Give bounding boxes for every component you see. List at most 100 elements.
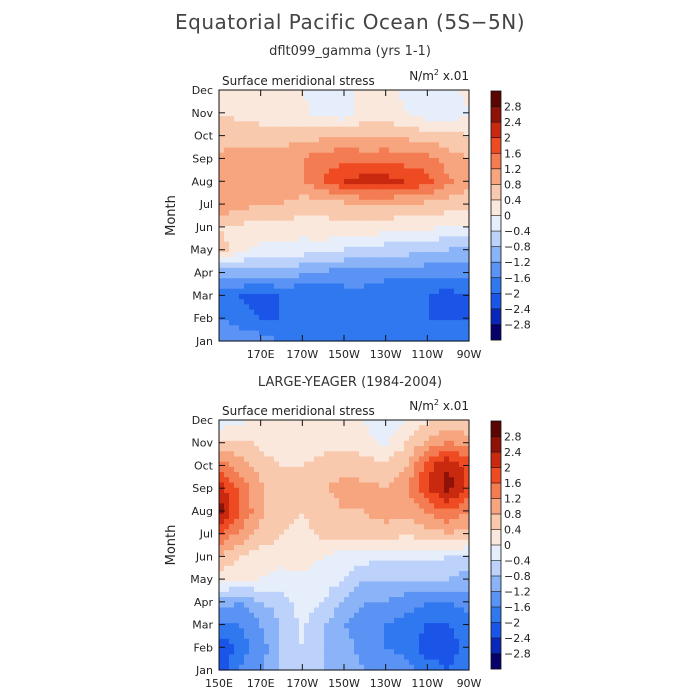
heatmap-cell (409, 278, 415, 285)
heatmap-cell (319, 498, 325, 504)
heatmap-cell (434, 638, 440, 645)
heatmap-cell (249, 184, 255, 190)
heatmap-cell (449, 430, 455, 437)
heatmap-cell (254, 638, 260, 645)
heatmap-cell (464, 649, 470, 655)
heatmap-cell (324, 126, 330, 133)
heatmap-cell (409, 602, 415, 609)
heatmap-cell (439, 524, 445, 530)
heatmap-cell (444, 252, 450, 258)
heatmap-cell (354, 236, 360, 243)
heatmap-cell (404, 602, 410, 609)
heatmap-cell (309, 576, 315, 583)
heatmap-cell (429, 623, 435, 629)
heatmap-cell (399, 529, 405, 536)
heatmap-cell (264, 466, 270, 473)
heatmap-cell (299, 487, 305, 494)
heatmap-cell (264, 602, 270, 609)
heatmap-cell (319, 100, 325, 107)
heatmap-cell (234, 643, 240, 650)
heatmap-cell (464, 529, 470, 536)
heatmap-cell (414, 518, 420, 525)
heatmap-cell (299, 623, 305, 629)
heatmap-cell (259, 466, 265, 473)
heatmap-cell (424, 252, 430, 258)
heatmap-cell (344, 157, 350, 164)
heatmap-cell (264, 184, 270, 190)
heatmap-cell (274, 638, 280, 645)
heatmap-cell (459, 461, 465, 468)
heatmap-cell (374, 617, 380, 624)
heatmap-cell (349, 638, 355, 645)
heatmap-cell (284, 586, 290, 593)
heatmap-cell (354, 241, 360, 248)
heatmap-cell (459, 116, 465, 122)
heatmap-cell (354, 550, 360, 557)
heatmap-cell (314, 157, 320, 164)
heatmap-cell (289, 173, 295, 180)
heatmap-cell (369, 278, 375, 285)
heatmap-cell (374, 461, 380, 468)
heatmap-cell (324, 446, 330, 452)
heatmap-cell (359, 90, 365, 96)
heatmap-cell (264, 288, 270, 295)
heatmap-cell (429, 225, 435, 232)
heatmap-cell (299, 330, 305, 337)
heatmap-cell (384, 173, 390, 180)
heatmap-cell (379, 95, 385, 102)
x-tick-label: 130W (370, 348, 402, 361)
heatmap-cell (274, 664, 280, 671)
heatmap-cell (374, 147, 380, 154)
heatmap-cell (279, 518, 285, 525)
heatmap-cell (389, 220, 395, 227)
heatmap-cell (389, 440, 395, 447)
colorbar-label: 2.8 (504, 431, 522, 444)
heatmap-cell (319, 126, 325, 133)
heatmap-cell (399, 314, 405, 321)
heatmap-cell (374, 440, 380, 447)
heatmap-cell (269, 241, 275, 248)
heatmap-cell (259, 534, 265, 541)
heatmap-cell (234, 252, 240, 258)
heatmap-cell (269, 278, 275, 285)
heatmap-cell (314, 178, 320, 185)
heatmap-cell (319, 461, 325, 468)
heatmap-cell (349, 184, 355, 190)
heatmap-cell (249, 189, 255, 196)
heatmap-cell (269, 571, 275, 577)
heatmap-cell (309, 215, 315, 222)
heatmap-cell (234, 215, 240, 222)
heatmap-cell (339, 628, 345, 635)
heatmap-cell (264, 173, 270, 180)
heatmap-cell (444, 518, 450, 525)
heatmap-cell (309, 420, 315, 426)
heatmap-cell (389, 320, 395, 326)
heatmap-cell (329, 664, 335, 671)
heatmap-cell (369, 628, 375, 635)
heatmap-cell (384, 95, 390, 102)
heatmap-cell (324, 257, 330, 264)
heatmap-cell (384, 591, 390, 598)
heatmap-cell (244, 466, 250, 473)
heatmap-cell (419, 472, 425, 478)
heatmap-cell (369, 220, 375, 227)
heatmap-cell (334, 581, 340, 588)
heatmap-cell (399, 508, 405, 515)
heatmap-cell (329, 524, 335, 530)
heatmap-cell (374, 267, 380, 274)
heatmap-cell (244, 241, 250, 248)
heatmap-cell (374, 539, 380, 546)
heatmap-cell (369, 420, 375, 426)
heatmap-cell (289, 215, 295, 222)
heatmap-cell (364, 194, 370, 201)
heatmap-cell (459, 314, 465, 321)
heatmap-cell (459, 565, 465, 572)
heatmap-cell (399, 252, 405, 258)
heatmap-cell (454, 466, 460, 473)
heatmap-cell (334, 267, 340, 274)
heatmap-cell (404, 194, 410, 201)
heatmap-cell (334, 131, 340, 138)
heatmap-cell (249, 659, 255, 666)
heatmap-cell (459, 659, 465, 666)
heatmap-cell (289, 487, 295, 494)
